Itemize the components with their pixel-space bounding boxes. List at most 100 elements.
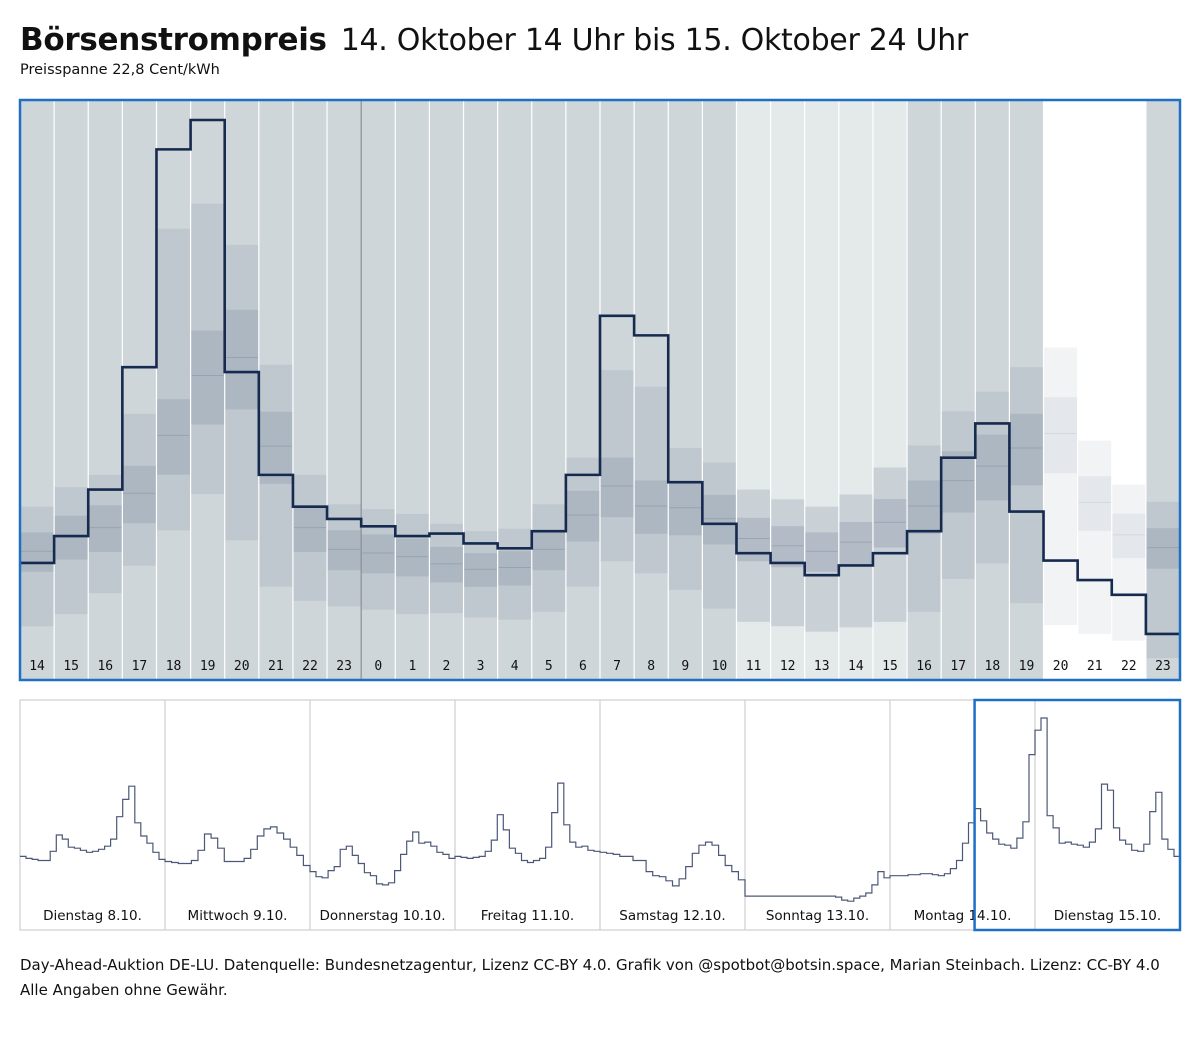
hour-tick-label: 3 [477, 659, 485, 674]
hour-tick-label: 21 [268, 659, 284, 674]
price-band-inner [838, 521, 873, 565]
price-band-inner [1145, 528, 1180, 569]
hour-tick-label: 9 [681, 659, 689, 674]
price-band-outer [1145, 501, 1180, 659]
day-label: Montag 14.10. [914, 908, 1012, 924]
price-band-outer [634, 386, 669, 574]
price-band-outer [702, 462, 737, 609]
hour-column [1077, 100, 1112, 680]
hour-tick-label: 21 [1087, 659, 1103, 674]
price-step-line [20, 118, 1180, 636]
price-band-outer [600, 370, 635, 562]
price-band-inner [1077, 476, 1112, 531]
price-band-outer [736, 489, 771, 622]
price-band-outer [838, 494, 873, 628]
price-band-inner [804, 532, 839, 572]
price-band-outer [156, 228, 191, 531]
price-band-inner [736, 517, 771, 562]
price-band-outer [565, 457, 600, 587]
price-band-outer [292, 474, 328, 601]
hour-tick-label: 16 [97, 659, 113, 674]
hour-tick-label: 20 [234, 659, 250, 674]
price-band-outer [88, 474, 123, 594]
price-band-outer [190, 203, 225, 495]
price-band-inner [361, 534, 396, 574]
price-band-inner [941, 451, 976, 513]
price-band-inner [224, 309, 259, 410]
hour-tick-label: 17 [950, 659, 966, 674]
price-band-outer [429, 523, 464, 614]
price-band-outer [531, 504, 566, 612]
header: Börsenstrompreis 14. Oktober 14 Uhr bis … [20, 22, 968, 78]
price-band-inner [395, 538, 430, 577]
chart-date-range: 14. Oktober 14 Uhr bis 15. Oktober 24 Uh… [340, 23, 969, 58]
hour-column [122, 100, 157, 680]
hour-tick-label: 7 [613, 659, 621, 674]
disclaimer: Alle Angaben ohne Gewähr. [20, 981, 228, 999]
price-band-inner [907, 480, 942, 534]
day-label: Samstag 12.10. [619, 908, 725, 924]
hour-tick-label: 2 [443, 659, 451, 674]
hour-tick-label: 22 [302, 659, 318, 674]
overview-price-line [20, 717, 1180, 902]
price-band-outer [1009, 367, 1044, 604]
hour-tick-label: 16 [916, 659, 932, 674]
hour-column [1043, 100, 1078, 680]
hour-tick-label: 13 [814, 659, 830, 674]
hour-tick-label: 18 [985, 659, 1001, 674]
hour-tick-label: 17 [132, 659, 148, 674]
chart-frame [18, 98, 1182, 682]
price-band-inner [190, 330, 225, 425]
price-band-inner [88, 505, 123, 553]
day-label: Dienstag 15.10. [1054, 908, 1161, 924]
price-band-outer [122, 413, 157, 566]
price-band-inner [122, 465, 157, 524]
hour-tick-label: 15 [882, 659, 898, 674]
price-band-inner [156, 399, 191, 475]
hour-tick-label: 0 [374, 659, 382, 674]
hour-tick-label: 6 [579, 659, 587, 674]
price-band-inner [1009, 413, 1044, 486]
hour-tick-label: 18 [166, 659, 182, 674]
price-band-inner [975, 434, 1010, 501]
price-band-inner [54, 515, 89, 560]
hour-column [1111, 100, 1146, 680]
price-band-inner [463, 553, 498, 587]
hour-column [668, 100, 703, 680]
price-band-outer [54, 487, 89, 615]
chart-title: Börsenstrompreis [20, 22, 327, 58]
hour-tick-label: 23 [336, 659, 352, 674]
hour-tick-label: 11 [746, 659, 762, 674]
day-label: Donnerstag 10.10. [319, 908, 445, 924]
footer: Day-Ahead-Auktion DE-LU. Datenquelle: Bu… [20, 953, 1160, 1003]
price-band-outer [497, 528, 532, 620]
price-band-outer [1043, 347, 1078, 626]
hour-tick-label: 14 [29, 659, 45, 674]
hour-tick-label: 8 [647, 659, 655, 674]
price-band-inner [258, 411, 293, 484]
price-band-outer [20, 506, 55, 627]
price-band-outer [327, 504, 362, 607]
price-band-inner [327, 530, 362, 571]
price-band-inner [600, 457, 635, 518]
weekly-overview-chart: Dienstag 8.10. Mittwoch 9.10. Donnerstag 1… [19, 698, 1182, 932]
hour-tick-label: 1 [408, 659, 416, 674]
title-row: Börsenstrompreis 14. Oktober 14 Uhr bis … [20, 22, 968, 58]
hour-tick-label: 15 [63, 659, 79, 674]
hour-tick-label: 10 [712, 659, 728, 674]
price-band-outer [1111, 484, 1146, 641]
price-band-outer [941, 411, 976, 579]
price-band-outer [668, 447, 703, 590]
price-band-outer [907, 445, 942, 612]
price-band-outer [872, 467, 908, 622]
price-band-inner [872, 499, 908, 548]
price-band-inner [1043, 397, 1078, 474]
price-band-outer [224, 244, 259, 541]
selection-highlight [973, 698, 1182, 932]
hourly-price-chart: 14 15 16 17 18 19 20 21 22 23 0 1 2 3 4 5 6 7 8 9 10 11 12 13 14… [18, 98, 1182, 682]
price-band-inner [565, 490, 600, 542]
day-label: Dienstag 8.10. [43, 908, 142, 924]
price-band-outer [975, 391, 1010, 564]
price-band-inner [497, 551, 532, 586]
